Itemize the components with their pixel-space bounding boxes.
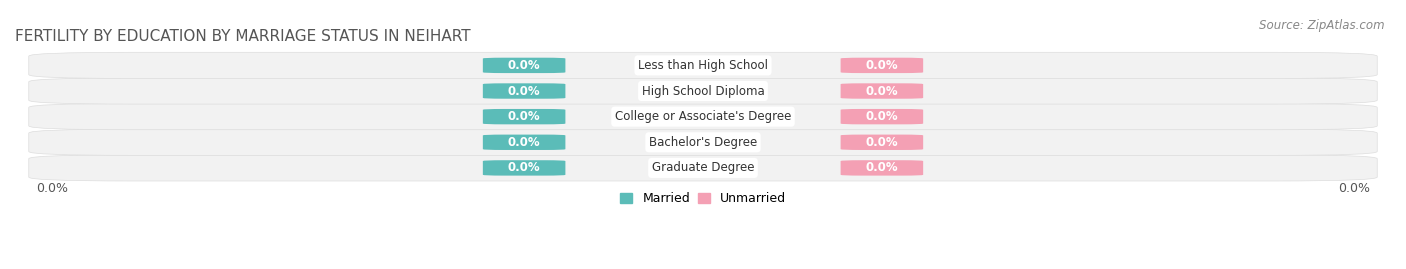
Text: College or Associate's Degree: College or Associate's Degree bbox=[614, 110, 792, 123]
FancyBboxPatch shape bbox=[28, 129, 1378, 155]
FancyBboxPatch shape bbox=[28, 155, 1378, 181]
FancyBboxPatch shape bbox=[841, 160, 924, 176]
FancyBboxPatch shape bbox=[482, 83, 565, 99]
Text: 0.0%: 0.0% bbox=[866, 59, 898, 72]
Text: 0.0%: 0.0% bbox=[866, 136, 898, 149]
Text: 0.0%: 0.0% bbox=[508, 161, 540, 174]
Text: 0.0%: 0.0% bbox=[508, 136, 540, 149]
Text: 0.0%: 0.0% bbox=[508, 59, 540, 72]
FancyBboxPatch shape bbox=[841, 58, 924, 73]
Text: 0.0%: 0.0% bbox=[866, 110, 898, 123]
Text: Source: ZipAtlas.com: Source: ZipAtlas.com bbox=[1260, 19, 1385, 32]
FancyBboxPatch shape bbox=[841, 134, 924, 150]
Text: Graduate Degree: Graduate Degree bbox=[652, 161, 754, 174]
Text: Bachelor's Degree: Bachelor's Degree bbox=[650, 136, 756, 149]
Text: 0.0%: 0.0% bbox=[1339, 182, 1371, 195]
FancyBboxPatch shape bbox=[482, 109, 565, 124]
Text: 0.0%: 0.0% bbox=[866, 84, 898, 98]
Text: High School Diploma: High School Diploma bbox=[641, 84, 765, 98]
Text: 0.0%: 0.0% bbox=[508, 110, 540, 123]
FancyBboxPatch shape bbox=[482, 134, 565, 150]
FancyBboxPatch shape bbox=[28, 52, 1378, 79]
FancyBboxPatch shape bbox=[28, 104, 1378, 130]
FancyBboxPatch shape bbox=[841, 83, 924, 99]
FancyBboxPatch shape bbox=[482, 58, 565, 73]
FancyBboxPatch shape bbox=[482, 160, 565, 176]
Legend: Married, Unmarried: Married, Unmarried bbox=[614, 187, 792, 210]
FancyBboxPatch shape bbox=[28, 78, 1378, 104]
Text: 0.0%: 0.0% bbox=[35, 182, 67, 195]
Text: FERTILITY BY EDUCATION BY MARRIAGE STATUS IN NEIHART: FERTILITY BY EDUCATION BY MARRIAGE STATU… bbox=[15, 29, 471, 44]
Text: 0.0%: 0.0% bbox=[508, 84, 540, 98]
FancyBboxPatch shape bbox=[841, 109, 924, 124]
Text: Less than High School: Less than High School bbox=[638, 59, 768, 72]
Text: 0.0%: 0.0% bbox=[866, 161, 898, 174]
